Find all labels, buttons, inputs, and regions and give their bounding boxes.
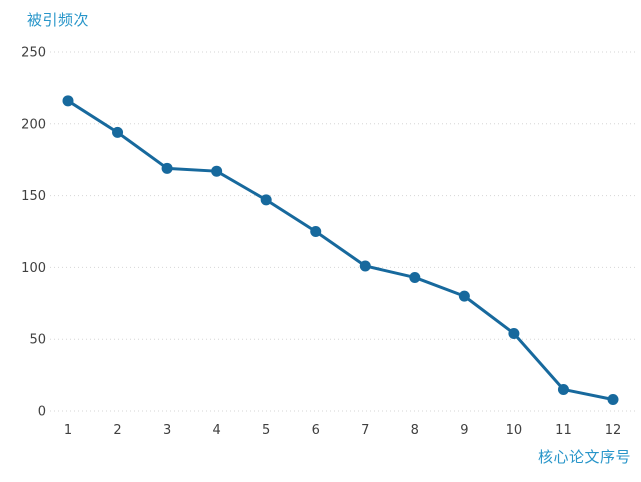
x-tick-label: 9 [460,423,468,438]
y-axis-title: 被引频次 [27,11,90,29]
x-tick-label: 11 [555,423,572,438]
data-point [161,162,173,174]
x-tick-label: 3 [163,423,171,438]
data-point [508,327,520,339]
y-tick-label: 250 [21,46,46,61]
x-tick-label: 2 [113,423,121,438]
data-point [211,165,223,177]
x-axis-title: 核心论文序号 [537,448,631,466]
data-point [310,226,322,237]
data-point [112,126,124,138]
x-tick-label: 1 [64,423,72,438]
x-tick-label: 8 [411,423,419,438]
data-point [458,290,470,302]
x-tick-label: 4 [212,423,220,438]
data-point [607,394,619,406]
data-point [409,271,421,283]
x-tick-label: 7 [361,423,369,438]
data-point [359,260,371,272]
data-point [557,383,569,395]
x-tick-label: 10 [506,423,523,438]
x-tick-label: 6 [312,423,320,438]
y-tick-label: 0 [38,405,46,420]
series-line [66,99,615,402]
data-point [62,95,74,107]
x-tick-label: 5 [262,423,270,438]
data-point [260,194,272,206]
y-tick-label: 150 [21,189,46,204]
y-tick-label: 100 [21,261,46,276]
y-tick-label: 50 [29,333,46,348]
y-tick-label: 200 [21,117,46,132]
x-tick-label: 12 [605,423,622,438]
